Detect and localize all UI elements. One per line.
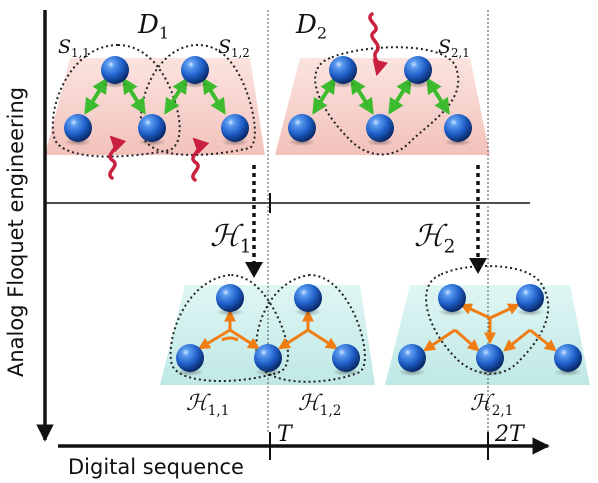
orange-coupling-arrows [197,303,557,352]
drive-wave-icon [191,137,210,182]
y-axis-label: Analog Floquet engineering [4,86,28,377]
atom [216,284,244,312]
atom [101,56,129,84]
transition-arrowhead-2 [469,258,487,274]
label-H21: ℋ2,1 [470,391,514,419]
label-H12: ℋ1,2 [298,391,342,419]
atom [221,114,249,142]
subset-outline-H21 [425,264,550,375]
atom [138,114,166,142]
atom [329,56,357,84]
atom [288,114,316,142]
label-S21: S2,1 [438,36,470,61]
atom [176,344,204,372]
atom [554,344,582,372]
transition-arrowhead-1 [245,262,263,278]
atom [332,344,360,372]
subset-outline-H12 [255,273,366,383]
label-D1: D1 [138,10,170,43]
tick-label-T: T [277,422,292,447]
atom [476,344,504,372]
drive-wave-icon [368,12,388,77]
x-axis-label: Digital sequence [68,455,244,479]
label-D2: D2 [296,10,328,43]
atom [404,56,432,84]
atom [366,114,394,142]
atom [64,114,92,142]
atom [294,284,322,312]
subset-outline-H11 [169,273,289,382]
drive-wave-icon [108,135,127,180]
label-H2: ℋ2 [414,219,456,258]
subset-outline-S12 [139,43,256,156]
atom [444,114,472,142]
atom [254,344,282,372]
label-H1: ℋ1 [210,219,252,258]
atom [516,284,544,312]
atom [438,284,466,312]
drive-wave-icons [108,12,388,182]
tick-label-2T: 2T [495,422,524,447]
label-S12: S1,2 [218,36,250,61]
label-S11: S1,1 [58,36,90,61]
atom [398,344,426,372]
atom [181,56,209,84]
label-H11: ℋ1,1 [186,391,230,419]
